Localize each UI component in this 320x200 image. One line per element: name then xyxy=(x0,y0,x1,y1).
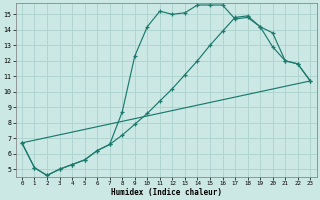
X-axis label: Humidex (Indice chaleur): Humidex (Indice chaleur) xyxy=(111,188,221,197)
